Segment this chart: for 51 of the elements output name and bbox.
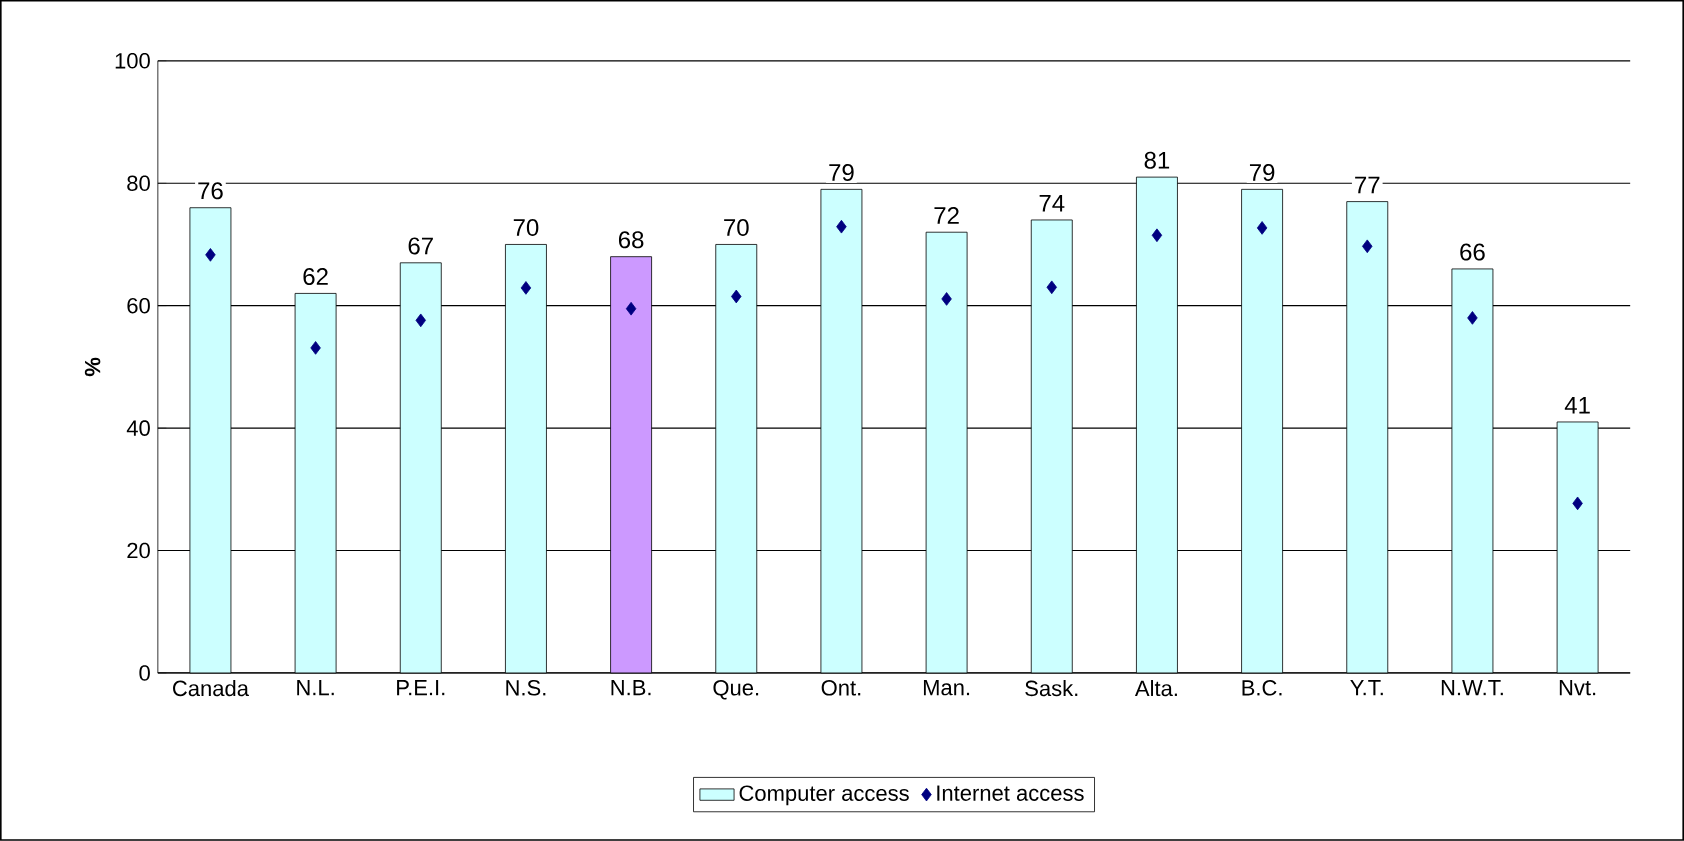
point bbox=[731, 289, 742, 304]
x-tick-label: P.E.I. bbox=[397, 680, 445, 696]
data-label: 76 bbox=[198, 182, 223, 200]
x-tick-label: Ont. bbox=[821, 680, 861, 696]
y-tick-label: 80 bbox=[127, 175, 150, 192]
data-label: 70 bbox=[513, 219, 539, 237]
x-tick-label: Sask. bbox=[1025, 680, 1078, 697]
point bbox=[1046, 280, 1057, 295]
x-tick-label: N.L. bbox=[297, 680, 334, 696]
data-label: 74 bbox=[1039, 195, 1065, 212]
x-tick-label: Alta. bbox=[1134, 680, 1177, 697]
y-tick-label: 60 bbox=[127, 298, 150, 314]
x-tick-label: N.B. bbox=[611, 680, 651, 696]
point bbox=[1256, 221, 1268, 235]
x-tick-label: N.W.T. bbox=[1441, 680, 1503, 696]
data-label: 68 bbox=[618, 231, 644, 249]
x-tick-label: Y.T. bbox=[1350, 680, 1383, 696]
x-tick-label: Nvt. bbox=[1559, 680, 1596, 696]
point bbox=[1362, 239, 1373, 254]
data-label: 77 bbox=[1355, 176, 1380, 194]
data-label: 79 bbox=[1249, 164, 1275, 182]
point bbox=[1151, 228, 1163, 243]
data-label: 70 bbox=[724, 219, 749, 237]
point bbox=[941, 292, 952, 306]
point bbox=[836, 220, 847, 234]
y-axis-title: % bbox=[84, 357, 101, 377]
data-label: 79 bbox=[829, 164, 854, 182]
data-label: 62 bbox=[303, 268, 328, 286]
point bbox=[1572, 496, 1583, 511]
x-tick-label: Canada bbox=[173, 680, 249, 697]
y-tick-label: 20 bbox=[127, 542, 150, 559]
y-tick-label: 40 bbox=[126, 420, 150, 436]
x-tick-label: N.S. bbox=[506, 680, 546, 696]
data-label: 72 bbox=[934, 207, 959, 224]
point bbox=[205, 248, 216, 262]
point bbox=[1467, 311, 1478, 325]
data-label: 67 bbox=[408, 237, 433, 255]
x-tick-label: B.C. bbox=[1242, 680, 1282, 696]
data-label: 66 bbox=[1460, 243, 1485, 261]
point bbox=[520, 281, 532, 295]
point bbox=[310, 341, 321, 355]
x-tick-label: Que. bbox=[713, 680, 759, 700]
y-tick-label: 0 bbox=[139, 665, 150, 681]
data-label: 41 bbox=[1564, 397, 1590, 414]
legend-label: Internet access bbox=[937, 785, 1084, 801]
point bbox=[415, 313, 426, 328]
y-tick-label: 100 bbox=[115, 53, 150, 69]
data-label: 81 bbox=[1144, 151, 1170, 169]
x-tick-label: Man. bbox=[923, 680, 970, 696]
legend-label: Computer access bbox=[739, 785, 909, 806]
point bbox=[625, 302, 637, 316]
